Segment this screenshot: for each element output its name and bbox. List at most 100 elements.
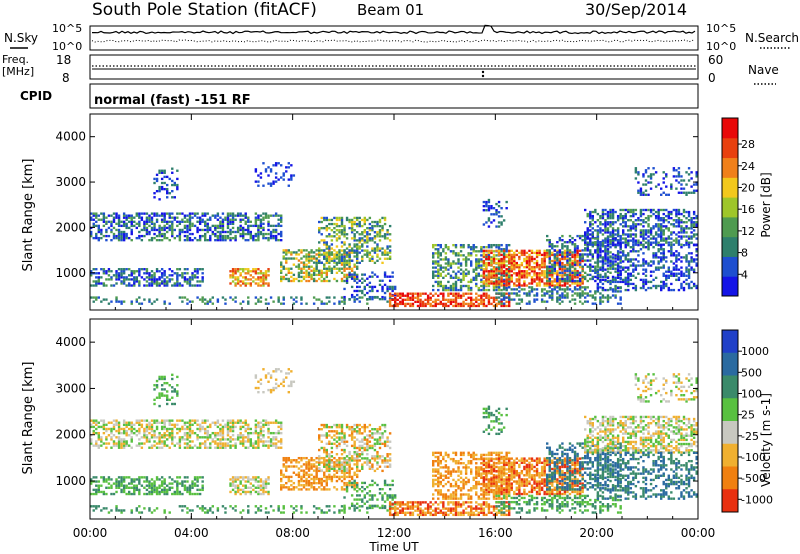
power-cell bbox=[523, 282, 526, 285]
power-cell bbox=[629, 225, 632, 228]
power-cell bbox=[692, 210, 696, 214]
velocity-cell bbox=[150, 434, 154, 437]
power-cell bbox=[110, 228, 113, 232]
power-cell bbox=[97, 272, 100, 275]
power-cell bbox=[477, 288, 480, 292]
power-cell bbox=[505, 255, 508, 259]
power-cell bbox=[145, 270, 149, 273]
power-cell bbox=[229, 238, 232, 242]
power-cell bbox=[492, 261, 496, 265]
power-cell bbox=[609, 225, 612, 228]
power-cell bbox=[616, 233, 620, 236]
power-cell bbox=[160, 276, 164, 279]
power-cell bbox=[153, 278, 156, 281]
power-cell bbox=[381, 229, 384, 232]
power-cell bbox=[692, 260, 696, 263]
power-cell bbox=[611, 214, 615, 218]
power-cell bbox=[130, 222, 133, 226]
velocity-cell bbox=[229, 427, 232, 431]
power-cell bbox=[150, 282, 154, 285]
power-cell bbox=[690, 237, 693, 240]
power-cell bbox=[611, 223, 615, 226]
power-cell bbox=[155, 214, 159, 217]
power-cell bbox=[660, 227, 663, 230]
velocity-cell bbox=[100, 425, 103, 429]
power-cell bbox=[439, 258, 442, 261]
power-cell bbox=[292, 277, 296, 281]
power-cell bbox=[581, 253, 584, 256]
power-cell bbox=[530, 259, 534, 263]
power-cell bbox=[328, 233, 331, 236]
power-cell bbox=[609, 214, 612, 218]
power-cell bbox=[340, 253, 344, 256]
velocity-cell bbox=[272, 436, 275, 439]
velocity-cell bbox=[155, 442, 159, 445]
power-cell bbox=[285, 261, 288, 264]
power-cell bbox=[350, 247, 354, 250]
velocity-cell bbox=[259, 434, 263, 437]
power-cell bbox=[662, 250, 665, 253]
velocity-cell bbox=[150, 444, 154, 447]
power-cell bbox=[642, 246, 645, 249]
colorbar-tick-label: 8 bbox=[741, 247, 748, 260]
power-cell bbox=[343, 265, 346, 268]
power-cell bbox=[447, 298, 450, 301]
power-cell bbox=[297, 275, 301, 279]
power-cell bbox=[135, 270, 138, 273]
power-cell bbox=[670, 187, 673, 190]
power-cell bbox=[495, 298, 498, 301]
power-cell bbox=[186, 214, 189, 217]
power-cell bbox=[657, 284, 660, 288]
power-cell bbox=[343, 255, 346, 258]
power-cell bbox=[660, 193, 663, 196]
power-cell bbox=[589, 225, 592, 228]
velocity-cell bbox=[117, 427, 121, 431]
power-cell bbox=[231, 298, 235, 301]
power-cell bbox=[508, 257, 511, 261]
power-cell bbox=[487, 207, 491, 210]
power-cell bbox=[599, 275, 602, 279]
power-cell bbox=[614, 276, 617, 279]
power-cell bbox=[485, 265, 488, 269]
power-cell bbox=[350, 267, 354, 270]
power-cell bbox=[130, 278, 133, 281]
power-cell bbox=[315, 267, 318, 270]
power-cell bbox=[191, 272, 194, 275]
power-cell bbox=[125, 218, 128, 221]
power-cell bbox=[259, 220, 263, 223]
power-cell bbox=[495, 286, 498, 289]
power-cell bbox=[292, 174, 296, 177]
power-cell bbox=[386, 289, 389, 293]
power-cell bbox=[584, 286, 587, 289]
power-cell bbox=[361, 257, 364, 260]
power-cell bbox=[366, 283, 369, 287]
velocity-cell bbox=[214, 434, 217, 437]
velocity-cell bbox=[125, 425, 128, 429]
power-cell bbox=[543, 265, 546, 269]
power-cell bbox=[459, 280, 463, 284]
velocity-cell bbox=[117, 436, 121, 439]
colorbar-tick-label: 24 bbox=[741, 160, 755, 173]
power-cell bbox=[259, 214, 263, 217]
power-cell bbox=[302, 265, 306, 268]
power-cell bbox=[586, 294, 589, 297]
power-cell bbox=[637, 250, 640, 253]
power-cell bbox=[606, 243, 610, 247]
power-cell bbox=[685, 256, 688, 259]
power-cell bbox=[523, 276, 526, 279]
power-cell bbox=[490, 263, 493, 267]
power-cell bbox=[181, 276, 184, 279]
power-cell bbox=[267, 220, 270, 223]
power-cell bbox=[563, 279, 567, 283]
power-cell bbox=[639, 191, 643, 194]
power-cell bbox=[624, 288, 627, 292]
power-cell bbox=[145, 272, 149, 275]
power-cell bbox=[381, 216, 384, 220]
power-cell bbox=[399, 300, 402, 304]
power-cell bbox=[535, 265, 539, 269]
power-cell bbox=[578, 253, 582, 256]
power-cell bbox=[226, 234, 230, 238]
power-cell bbox=[383, 291, 387, 295]
power-cell bbox=[269, 184, 273, 187]
